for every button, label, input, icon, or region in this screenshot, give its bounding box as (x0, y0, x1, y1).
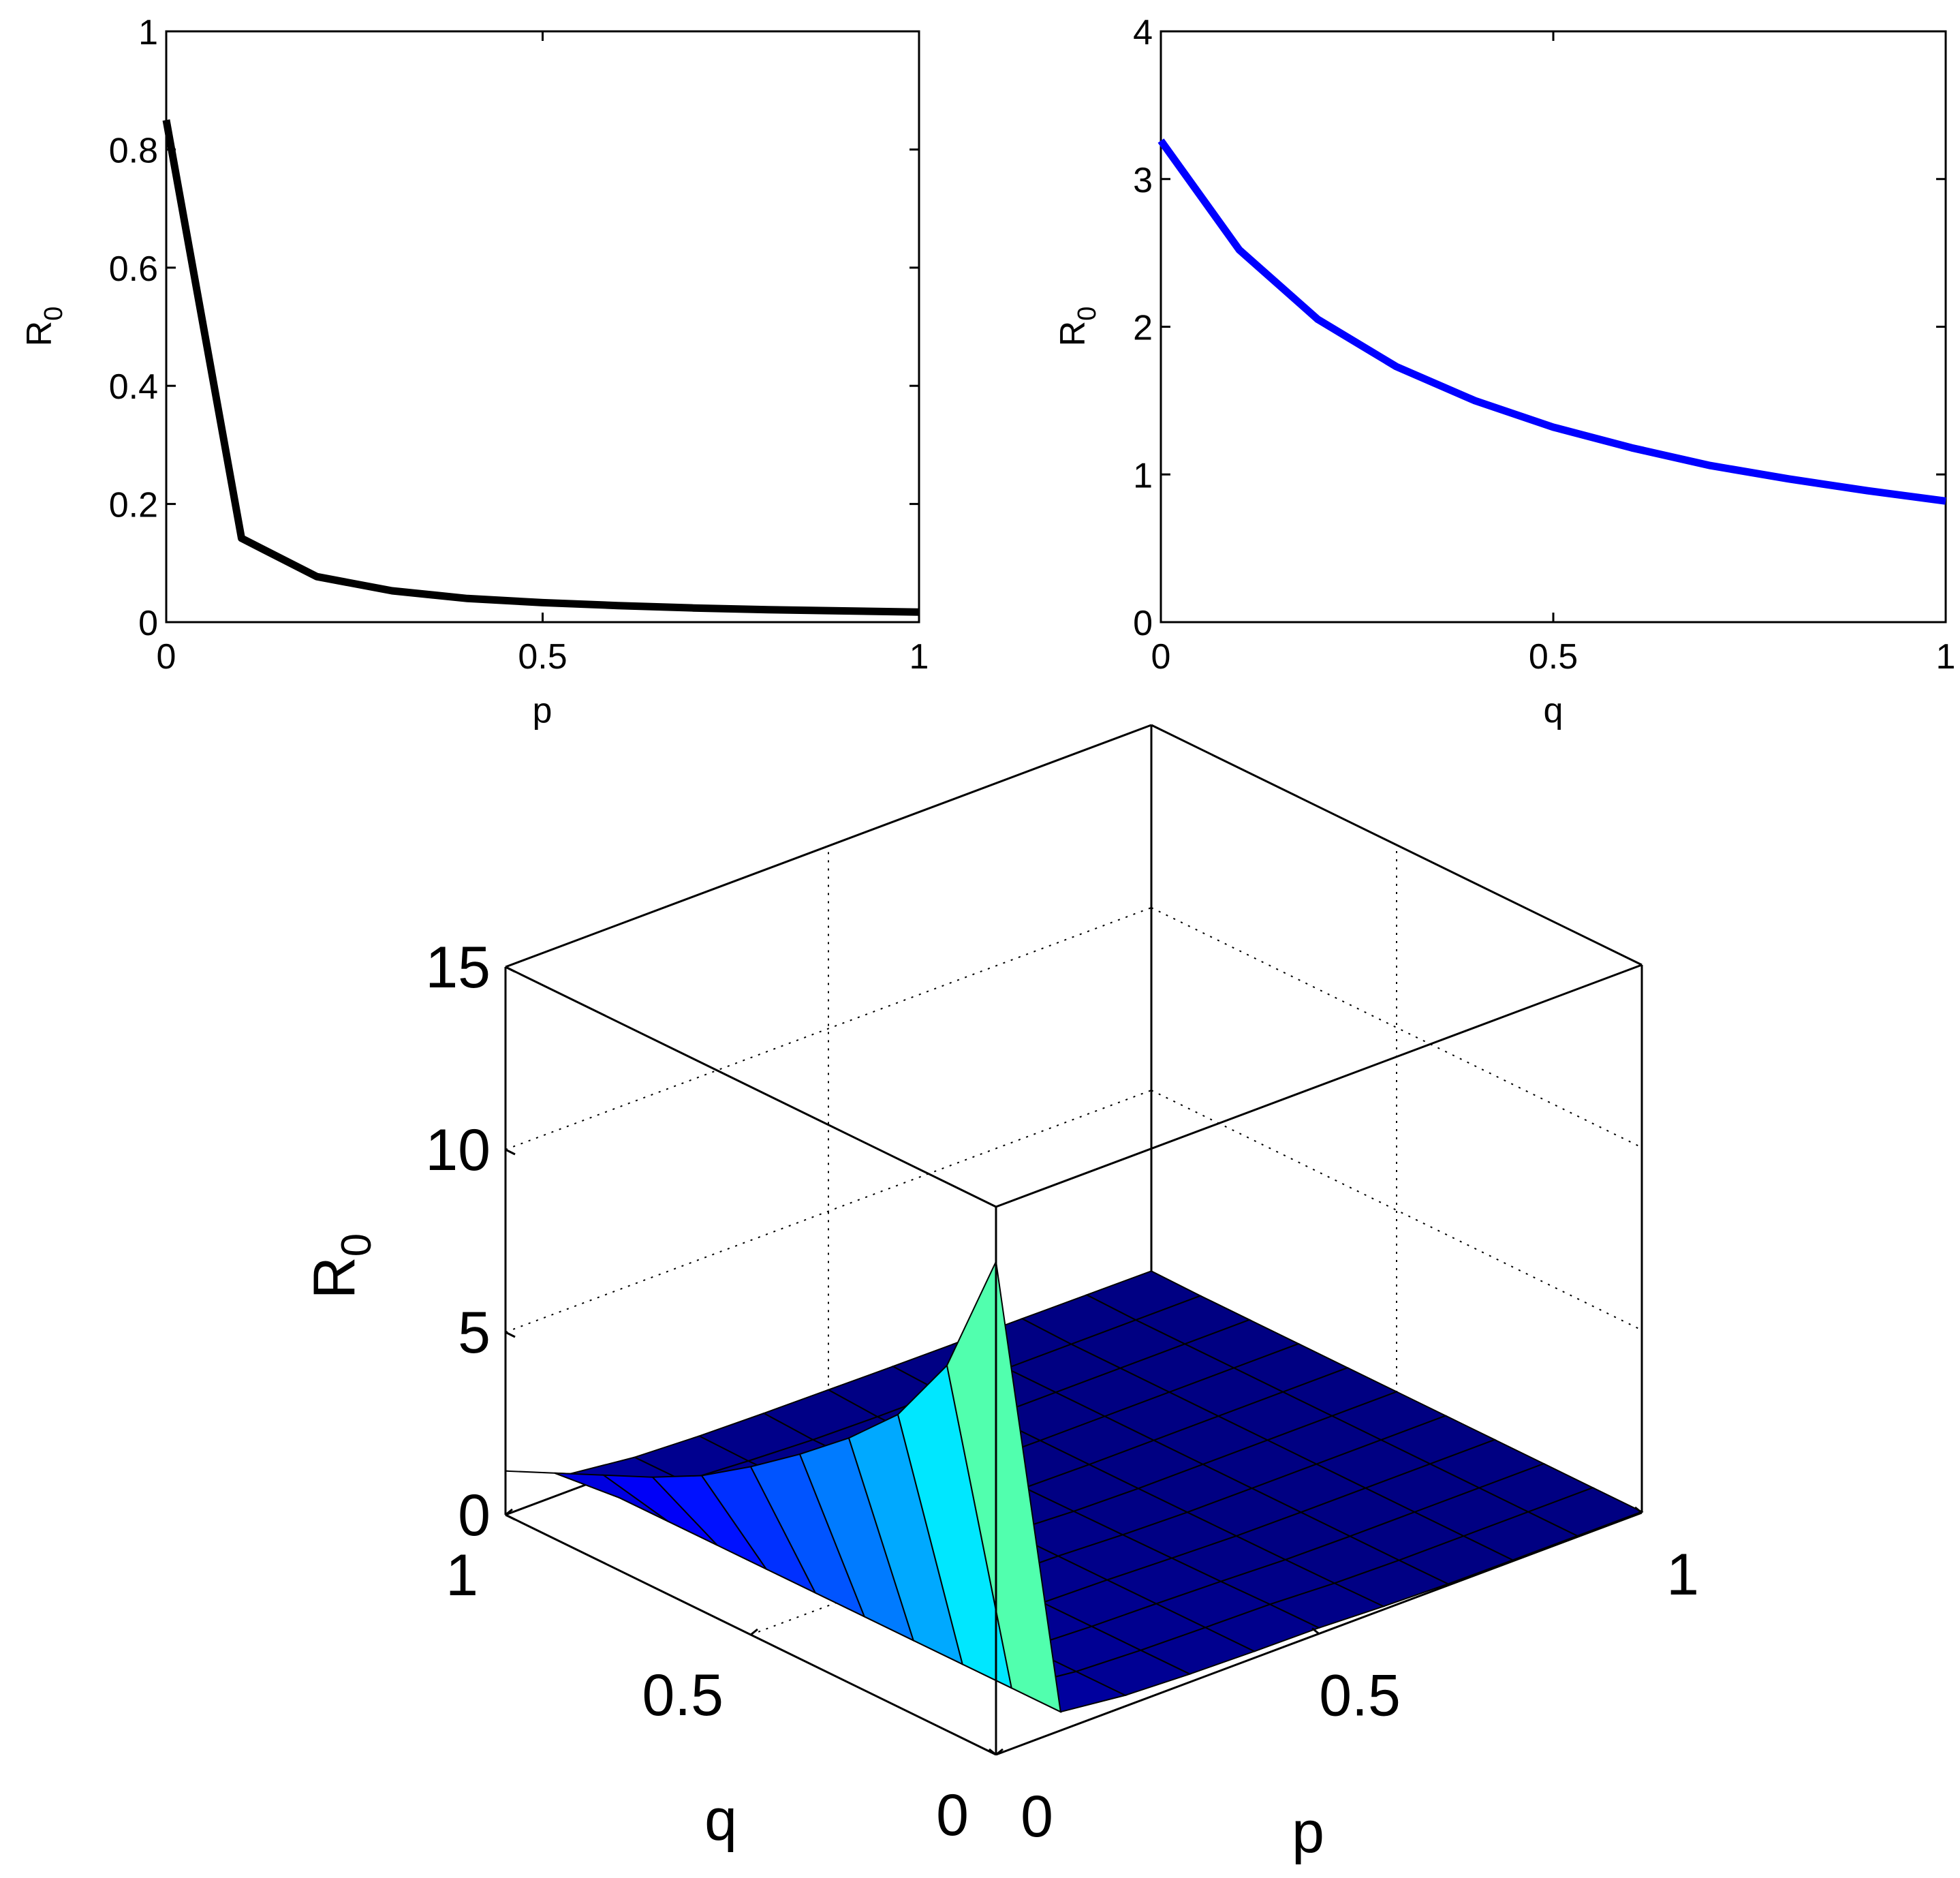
z-axis-label: R0 (302, 1233, 380, 1299)
x-tick-label: 1 (1936, 637, 1956, 677)
x-tick-label: 0.5 (518, 637, 567, 677)
z-tick-label: 15 (425, 935, 491, 1000)
x-axis-label: p (1292, 1800, 1324, 1865)
y-axis-label-subscript: 0 (1073, 307, 1102, 321)
z-tick-mark (505, 1513, 516, 1521)
y-tick-label: 0.4 (109, 367, 158, 407)
axes-frame (165, 30, 920, 624)
x-tick-mark (1634, 1506, 1643, 1514)
y-tick-label: 1 (1133, 456, 1153, 495)
front-box-lines (505, 724, 1643, 1756)
x-tick-mark (1311, 1627, 1320, 1635)
svg-text:R0: R0 (1053, 307, 1102, 347)
x-ticks: 0 0.5 1 (1151, 31, 1956, 677)
data-line (1157, 138, 1946, 505)
grid-line (505, 907, 1152, 1150)
x-tick-label: 0 (1021, 1784, 1053, 1849)
surface-mesh (505, 1259, 1644, 1713)
z-tick-label: 10 (425, 1118, 491, 1183)
x-tick-label: 0.5 (1529, 637, 1578, 677)
y-tick-label: 0.8 (109, 131, 158, 170)
x-tick-mark (989, 1748, 997, 1756)
z-axis-label-main: R (302, 1257, 367, 1299)
axes-frame (1160, 30, 1947, 624)
y-tick-label: 4 (1133, 13, 1153, 52)
y-tick-mark (995, 1748, 1004, 1756)
x-tick-label: 0 (157, 637, 176, 677)
y-ticks: 0 1 2 3 4 (1133, 13, 1946, 643)
x-tick-label: 1 (1666, 1542, 1699, 1607)
y-tick-label: 1 (446, 1543, 478, 1608)
surface-patch (946, 1259, 1062, 1713)
box-edge (995, 964, 1643, 1208)
y-axis-label: R0 (1053, 307, 1102, 347)
y-tick-label: 0 (1133, 604, 1153, 643)
x-tick-label: 0.5 (1319, 1663, 1401, 1729)
y-ticks: 0 0.2 0.4 0.6 0.8 1 (109, 13, 919, 643)
y-tick-label: 1 (138, 13, 158, 52)
y-axis-label-main: R (1053, 321, 1093, 347)
y-tick-mark (750, 1628, 758, 1636)
z-tick-label: 5 (458, 1300, 491, 1366)
z-tick-mark (505, 966, 516, 973)
y-axis-label: R0 (20, 307, 68, 347)
y-tick-label: 0 (138, 604, 158, 643)
svg-text:R0: R0 (20, 307, 68, 347)
grid-line (1151, 1090, 1643, 1331)
grid-line (505, 1090, 1152, 1333)
data-line (162, 119, 920, 616)
x-tick-label: 1 (909, 637, 929, 677)
y-tick-label: 0 (936, 1783, 969, 1848)
y-axis-label: q (704, 1787, 737, 1853)
y-tick-label: 0.5 (642, 1663, 724, 1728)
y-axis-label-subscript: 0 (40, 307, 68, 321)
z-tick-label: 0 (458, 1483, 491, 1548)
y-tick-label: 0.6 (109, 249, 158, 289)
y-tick-mark (505, 1508, 513, 1516)
box-edge (1151, 724, 1643, 966)
x-tick-label: 0 (1151, 637, 1171, 677)
x-axis-label: q (1544, 691, 1564, 730)
grid-line (1151, 907, 1643, 1148)
z-tick-mark (505, 1331, 516, 1338)
svg-text:R0: R0 (302, 1233, 380, 1299)
y-tick-label: 0.2 (109, 486, 158, 525)
chart-r0-vs-p: 0 0.5 1 00.20.40.60.81 p R0 (20, 13, 929, 730)
y-tick-label: 2 (1133, 309, 1153, 348)
x-axis-label: p (533, 691, 553, 730)
box-edge (505, 966, 997, 1208)
y-axis-label-main: R (20, 321, 59, 347)
z-axis-label-subscript: 0 (333, 1233, 380, 1257)
x-ticks: 0 0.5 1 (157, 31, 929, 677)
box-edge (505, 724, 1152, 968)
z-tick-mark (505, 1148, 516, 1156)
y-tick-label: 3 (1133, 161, 1153, 200)
